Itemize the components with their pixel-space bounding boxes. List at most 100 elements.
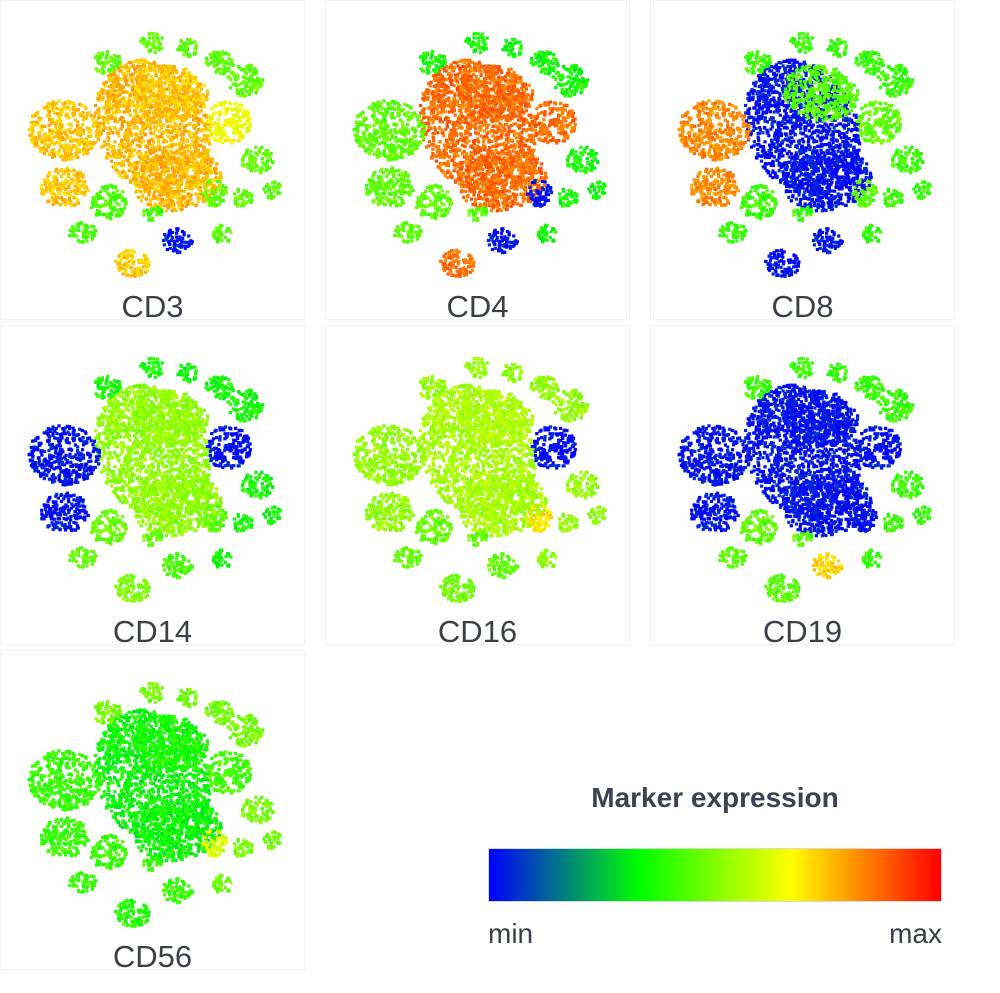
cell-point	[450, 105, 454, 109]
cell-point	[132, 163, 136, 167]
cell-point	[484, 66, 489, 70]
cell-point	[94, 229, 98, 233]
cell-point	[108, 196, 112, 200]
cell-point	[102, 118, 106, 122]
cell-point	[134, 111, 138, 116]
cell-point	[438, 117, 442, 122]
cell-point	[111, 110, 115, 114]
cell-point	[477, 117, 481, 121]
cell-point	[488, 183, 492, 187]
cell-point	[73, 118, 77, 122]
cell-point	[169, 186, 174, 191]
cell-point	[480, 120, 484, 124]
cell-point	[236, 202, 240, 206]
cell-point	[235, 119, 239, 124]
cell-point	[46, 179, 50, 183]
cell-point	[31, 129, 35, 133]
cell-point	[267, 153, 271, 157]
cell-point	[228, 124, 232, 128]
cell-point	[177, 156, 181, 160]
cell-point	[165, 120, 169, 124]
cell-point	[259, 171, 263, 175]
cell-point	[172, 248, 176, 252]
cell-point	[145, 177, 149, 181]
cell-point	[172, 178, 176, 182]
cell-point	[130, 251, 134, 255]
cell-point	[142, 64, 147, 68]
cell-point	[440, 95, 444, 99]
cell-point	[446, 163, 451, 168]
cell-point	[162, 202, 167, 206]
cell-point	[257, 77, 261, 81]
cell-point	[154, 174, 158, 178]
cell-point	[494, 139, 498, 143]
cell-point	[151, 99, 156, 103]
cell-point	[216, 61, 220, 65]
cell-point	[125, 90, 129, 94]
cell-point	[165, 191, 169, 195]
cell-point	[443, 174, 447, 178]
cell-point	[126, 138, 130, 142]
cell-point	[115, 120, 119, 124]
cell-point	[161, 238, 166, 243]
cell-point	[102, 140, 106, 144]
cell-point	[152, 39, 156, 43]
cell-point	[136, 174, 140, 178]
cell-point	[33, 144, 37, 148]
cell-point	[431, 90, 435, 94]
cell-point	[184, 153, 188, 157]
cell-point	[233, 192, 237, 196]
cell-point	[55, 130, 59, 135]
cell-point	[111, 73, 115, 77]
cell-point	[152, 120, 156, 124]
cell-point	[27, 128, 31, 132]
cell-point	[110, 184, 114, 188]
cell-point	[457, 163, 461, 167]
cell-point	[129, 248, 134, 252]
cell-point	[514, 136, 518, 140]
cell-point	[238, 135, 242, 139]
cell-point	[104, 212, 108, 216]
cell-point	[219, 102, 224, 106]
cell-point	[121, 91, 125, 95]
cell-point	[209, 196, 214, 200]
cell-point	[107, 139, 111, 143]
cell-point	[214, 176, 218, 180]
cell-point	[423, 107, 427, 111]
cell-point	[208, 196, 212, 200]
cell-point	[108, 128, 112, 132]
cell-point	[441, 107, 446, 111]
cell-point	[208, 181, 212, 185]
cell-point	[81, 173, 85, 177]
cell-point	[185, 82, 189, 86]
cell-point	[85, 226, 89, 230]
cell-point	[178, 237, 183, 241]
cell-point	[160, 131, 164, 136]
cell-point	[151, 178, 155, 182]
cell-point	[200, 139, 204, 143]
cell-point	[173, 92, 177, 96]
cell-point	[170, 177, 175, 181]
cell-point	[199, 143, 203, 147]
cell-point	[112, 99, 116, 103]
cell-point	[208, 52, 212, 56]
cell-point	[205, 56, 209, 60]
cell-point	[465, 86, 469, 90]
cell-point	[124, 270, 128, 274]
cell-point	[75, 181, 79, 185]
cell-point	[209, 56, 213, 60]
cell-point	[169, 159, 173, 163]
cell-point	[143, 154, 147, 158]
cell-point	[157, 102, 161, 106]
cell-point	[529, 151, 533, 155]
cell-point	[57, 118, 61, 122]
cell-point	[212, 60, 216, 64]
cell-point	[48, 128, 52, 132]
cell-point	[102, 121, 106, 126]
cell-point	[192, 168, 196, 172]
cell-point	[509, 145, 513, 149]
cell-point	[42, 192, 46, 196]
cell-point	[136, 258, 141, 262]
cell-point	[150, 180, 154, 184]
cell-point	[90, 237, 94, 241]
